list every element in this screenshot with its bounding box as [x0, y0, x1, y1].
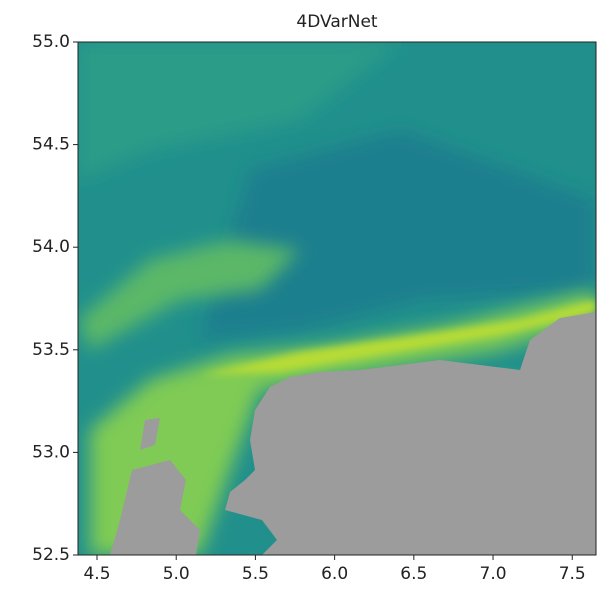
x-tick-label: 7.5	[559, 564, 586, 584]
chart-title: 4DVarNet	[296, 12, 377, 32]
land	[140, 418, 160, 450]
x-tick-label: 6.0	[321, 564, 348, 584]
land	[225, 312, 596, 555]
y-tick-label: 54.5	[32, 135, 70, 155]
x-tick-label: 5.5	[242, 564, 269, 584]
field	[78, 240, 300, 350]
x-tick-label: 5.0	[163, 564, 190, 584]
y-tick-label: 53.0	[32, 442, 70, 462]
y-tick-label: 54.0	[32, 237, 70, 257]
y-tick-label: 55.0	[32, 32, 70, 52]
y-tick-label: 52.5	[32, 545, 70, 565]
x-tick-label: 7.0	[480, 564, 507, 584]
plot-frame	[77, 41, 597, 556]
field	[200, 300, 596, 375]
x-tick-label: 4.5	[83, 564, 110, 584]
field	[200, 130, 596, 340]
field	[78, 42, 400, 180]
y-tick-label: 53.5	[32, 340, 70, 360]
x-tick-label: 6.5	[400, 564, 427, 584]
field	[90, 290, 596, 555]
raster	[78, 42, 596, 555]
land	[110, 460, 200, 555]
